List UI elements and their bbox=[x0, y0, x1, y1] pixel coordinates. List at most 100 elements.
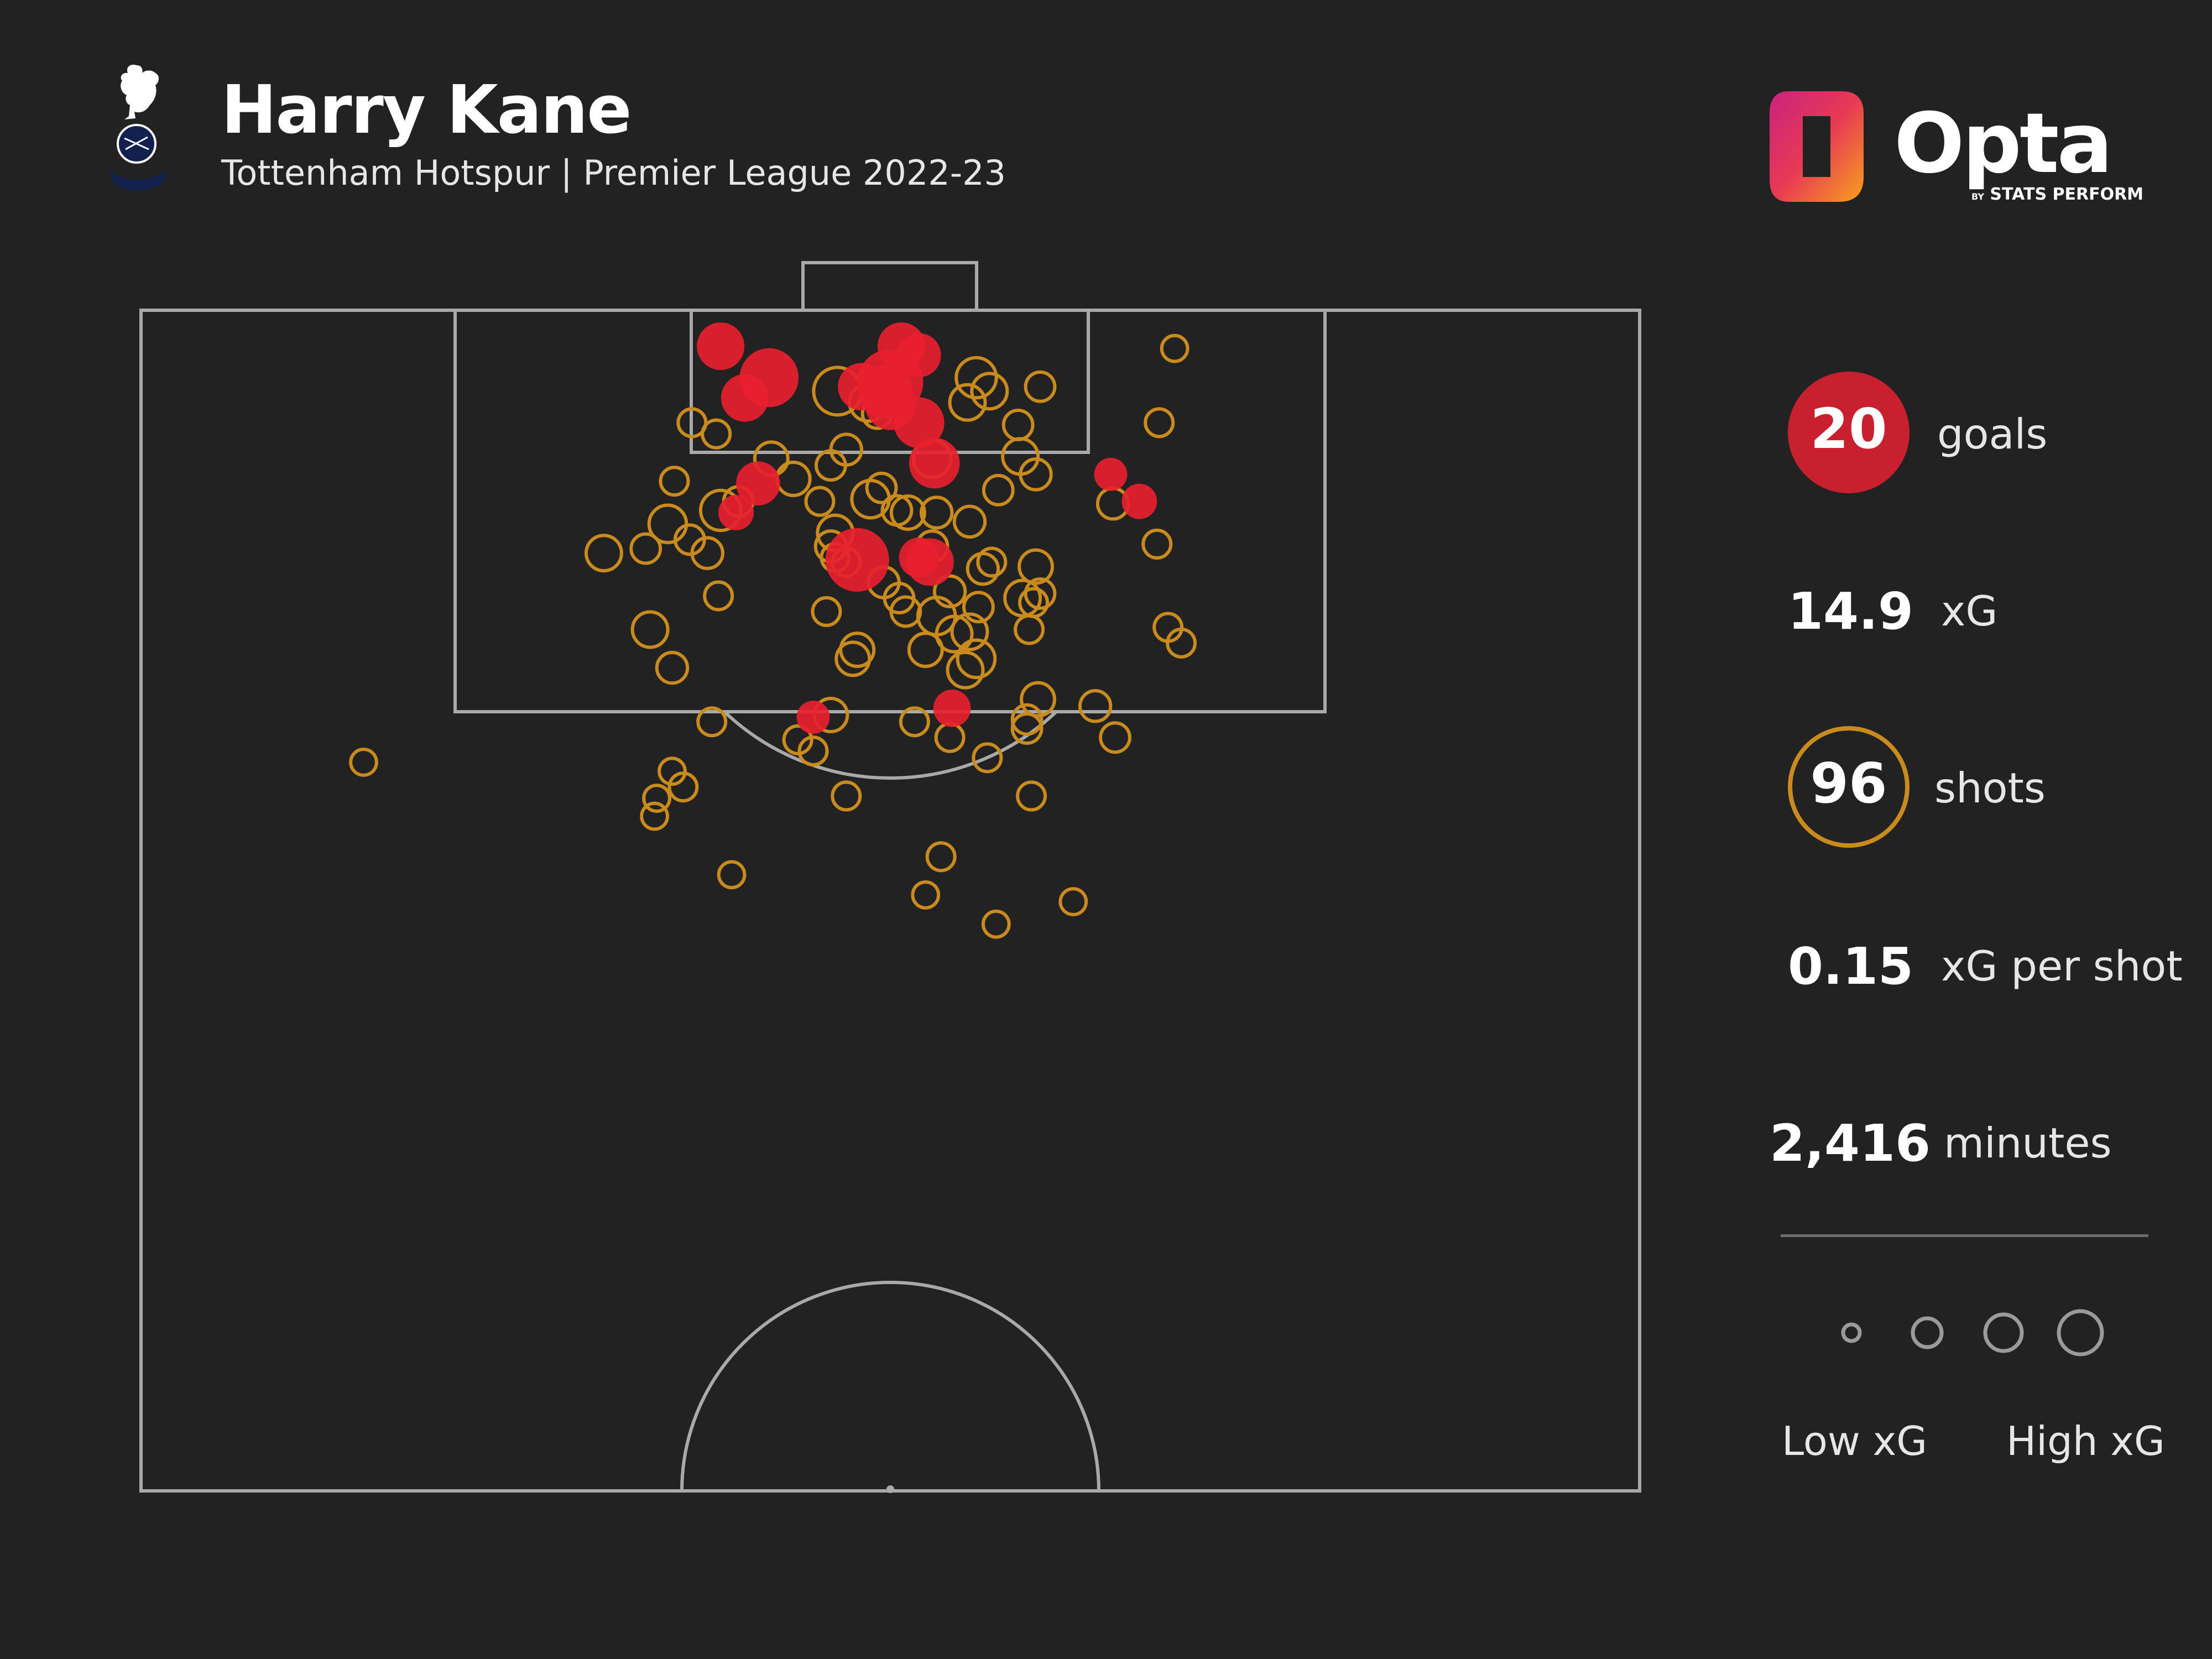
shot-marker-57 bbox=[972, 742, 1003, 774]
shot-marker-53 bbox=[1099, 721, 1131, 754]
goal-marker-18 bbox=[933, 690, 971, 727]
goal-marker-8 bbox=[893, 397, 945, 448]
shot-marker-83 bbox=[925, 841, 957, 873]
shot-marker-90 bbox=[782, 724, 813, 755]
xg-per-shot-label: xG per shot bbox=[1941, 942, 2183, 990]
legend-circle-2 bbox=[1911, 1316, 1944, 1349]
shot-marker-4 bbox=[970, 372, 1009, 411]
xg-value: 14.9 bbox=[1788, 582, 1913, 641]
goal-marker-14 bbox=[906, 538, 954, 586]
shot-marker-79 bbox=[640, 801, 669, 831]
goal-marker-15 bbox=[1094, 457, 1128, 491]
shot-marker-78 bbox=[667, 771, 699, 803]
shot-marker-65 bbox=[865, 471, 898, 504]
stats-divider bbox=[1781, 1234, 2148, 1237]
shot-marker-36 bbox=[935, 614, 974, 654]
minutes-label: minutes bbox=[1944, 1119, 2112, 1167]
minutes-value: 2,416 bbox=[1770, 1114, 1931, 1173]
shot-marker-49 bbox=[1020, 681, 1056, 718]
pitch-outline bbox=[139, 309, 1641, 1493]
goals-label: goals bbox=[1937, 410, 2048, 458]
shot-marker-85 bbox=[911, 880, 941, 910]
shot-marker-37 bbox=[950, 612, 989, 651]
shot-marker-75 bbox=[976, 546, 1008, 578]
pitch-lines bbox=[139, 261, 1641, 1493]
shot-marker-82 bbox=[1016, 780, 1047, 812]
goals-badge: 20 bbox=[1788, 372, 1910, 493]
shot-marker-87 bbox=[981, 909, 1011, 939]
shot-marker-34 bbox=[932, 574, 967, 609]
goal-marker-20 bbox=[838, 363, 886, 411]
centre-spot bbox=[886, 1485, 894, 1493]
player-name: Harry Kane bbox=[221, 72, 632, 149]
shot-marker-40 bbox=[946, 650, 985, 690]
legend-high-label: High xG bbox=[2006, 1418, 2165, 1464]
shot-marker-47 bbox=[655, 650, 690, 685]
shot-marker-89 bbox=[804, 486, 836, 517]
shot-marker-84 bbox=[717, 860, 747, 890]
xg-label: xG bbox=[1941, 587, 1998, 635]
shot-marker-71 bbox=[1018, 587, 1050, 618]
legend-low-label: Low xG bbox=[1782, 1418, 1928, 1464]
legend-circle-1 bbox=[1841, 1322, 1862, 1343]
shots-label: shots bbox=[1934, 764, 2046, 812]
goal-marker-1 bbox=[697, 322, 745, 371]
goal-marker-11 bbox=[718, 495, 754, 530]
shot-marker-46 bbox=[630, 610, 670, 649]
shot-marker-55 bbox=[899, 706, 930, 738]
shot-marker-23 bbox=[629, 532, 662, 565]
shot-marker-48 bbox=[696, 706, 728, 738]
shot-marker-81 bbox=[831, 780, 862, 812]
shot-marker-92 bbox=[1166, 627, 1197, 659]
subtitle: Tottenham Hotspur | Premier League 2022-… bbox=[221, 153, 1006, 193]
shot-marker-42 bbox=[834, 640, 872, 677]
shot-marker-39 bbox=[956, 638, 997, 680]
shots-layer bbox=[349, 333, 1197, 939]
shot-marker-72 bbox=[1001, 408, 1035, 441]
penalty-arc bbox=[723, 710, 1058, 780]
shot-marker-25 bbox=[690, 536, 724, 570]
opta-mark-icon bbox=[1770, 91, 1864, 202]
shots-badge: 96 bbox=[1788, 726, 1910, 848]
goal-marker-10 bbox=[736, 461, 780, 505]
shot-marker-9 bbox=[1144, 407, 1175, 439]
shot-marker-56 bbox=[934, 722, 966, 753]
goals-value: 20 bbox=[1810, 397, 1887, 461]
shot-marker-76 bbox=[658, 757, 687, 786]
shot-marker-17 bbox=[889, 494, 926, 531]
shot-marker-60 bbox=[701, 418, 732, 450]
goal-marker-12 bbox=[825, 528, 889, 592]
shot-marker-80 bbox=[349, 748, 378, 777]
goal-marker-3 bbox=[721, 374, 769, 422]
shot-marker-6 bbox=[1024, 370, 1057, 403]
goal bbox=[801, 261, 978, 312]
shot-marker-5 bbox=[948, 383, 987, 422]
shot-marker-86 bbox=[1058, 887, 1088, 916]
shot-marker-44 bbox=[1014, 614, 1045, 645]
shot-marker-13 bbox=[775, 461, 812, 497]
shot-marker-69 bbox=[889, 595, 922, 628]
shot-marker-32 bbox=[1024, 577, 1057, 610]
shot-marker-52 bbox=[1010, 712, 1044, 745]
club-crest-icon bbox=[110, 64, 166, 190]
goals-layer bbox=[697, 322, 1157, 734]
shot-marker-66 bbox=[880, 494, 914, 527]
legend-circle-4 bbox=[2057, 1309, 2104, 1357]
shot-marker-50 bbox=[1078, 689, 1113, 723]
shot-marker-91 bbox=[797, 735, 829, 767]
shot-marker-43 bbox=[811, 596, 842, 627]
shot-marker-59 bbox=[1141, 528, 1173, 560]
shot-marker-24 bbox=[584, 534, 623, 573]
shot-marker-45 bbox=[703, 580, 734, 612]
shot-marker-51 bbox=[1010, 703, 1044, 736]
xg-per-shot-value: 0.15 bbox=[1788, 937, 1913, 996]
shot-marker-62 bbox=[814, 449, 847, 482]
xg-size-legend bbox=[1841, 1309, 2104, 1357]
shot-marker-63 bbox=[659, 466, 690, 497]
shot-marker-38 bbox=[907, 632, 944, 669]
goal-marker-16 bbox=[1121, 483, 1157, 519]
shot-marker-64 bbox=[982, 473, 1015, 507]
shot-marker-77 bbox=[642, 784, 671, 813]
opta-logo: Opta BY STATS PERFORM bbox=[1767, 86, 2143, 213]
shots-value: 96 bbox=[1810, 751, 1887, 816]
